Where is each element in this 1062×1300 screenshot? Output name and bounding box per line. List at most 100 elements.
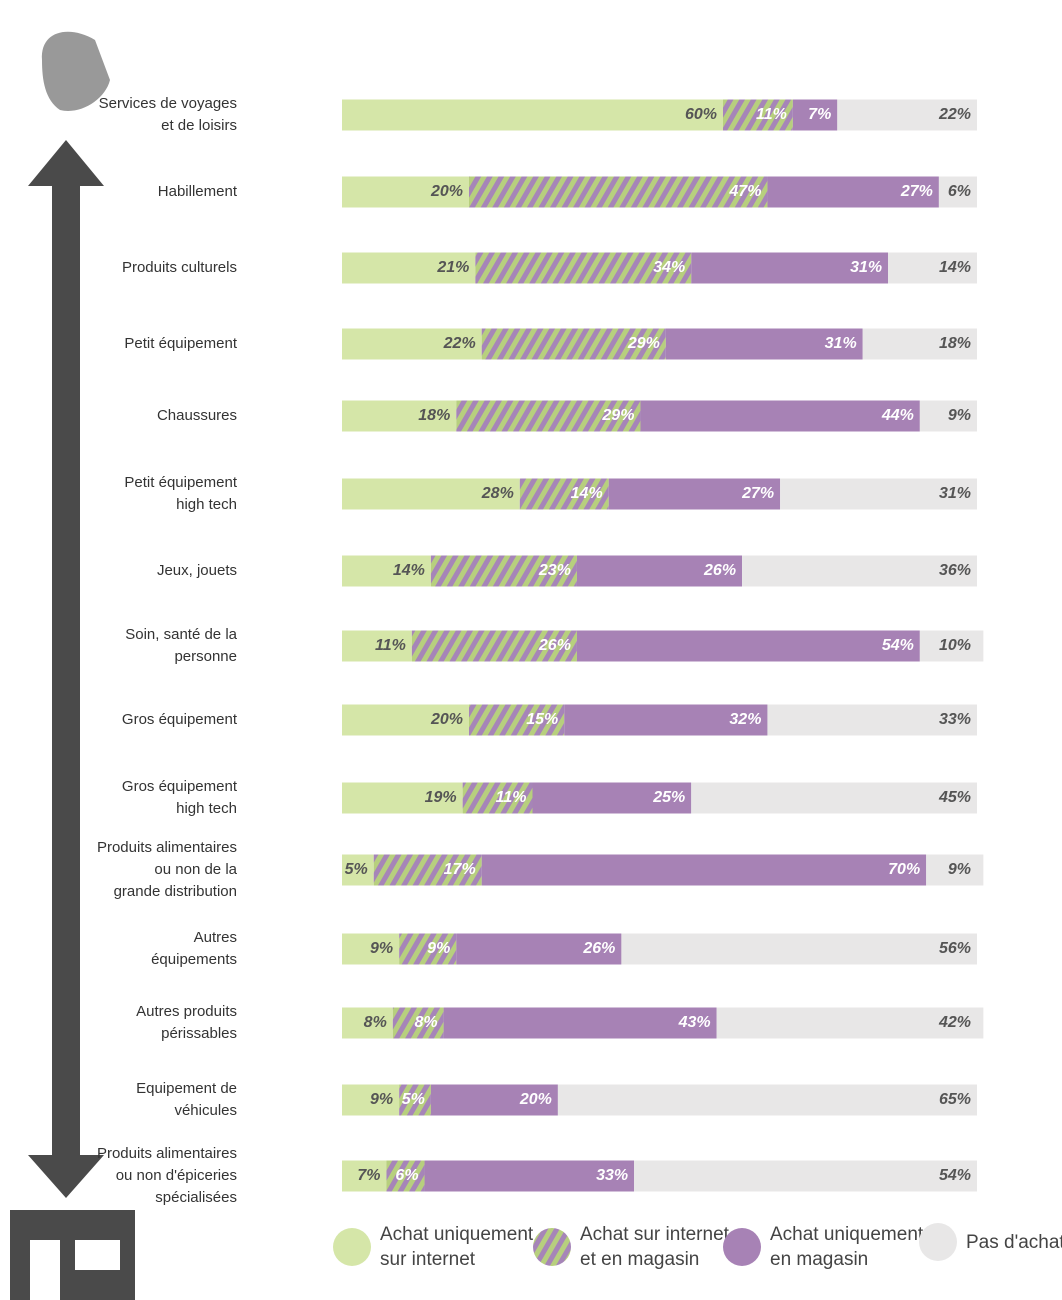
category-label: Gros équipement bbox=[122, 778, 238, 795]
legend-label: Pas d'achat bbox=[966, 1231, 1062, 1253]
bar-segment bbox=[342, 478, 520, 510]
legend-swatch bbox=[333, 1228, 371, 1266]
value-label: 14% bbox=[393, 562, 425, 579]
bar-segment bbox=[373, 854, 482, 886]
bar-segment bbox=[342, 252, 476, 284]
value-label: 15% bbox=[526, 711, 558, 728]
bar-segment bbox=[424, 1160, 635, 1192]
category-label: Produits alimentaires bbox=[97, 839, 237, 856]
value-label: 54% bbox=[939, 1167, 971, 1184]
bar-segment bbox=[342, 328, 482, 360]
value-label: 29% bbox=[601, 407, 634, 424]
value-label: 65% bbox=[939, 1091, 971, 1108]
legend-marker bbox=[533, 1228, 571, 1266]
bar-segment bbox=[532, 782, 692, 814]
value-label: 28% bbox=[481, 485, 514, 502]
bar-segment bbox=[342, 1007, 393, 1039]
category-label: Soin, santé de la bbox=[125, 626, 237, 643]
value-label: 20% bbox=[430, 183, 463, 200]
value-label: 7% bbox=[357, 1167, 380, 1184]
bar-segment bbox=[342, 630, 412, 662]
bar-segment bbox=[742, 555, 977, 587]
value-label: 6% bbox=[395, 1167, 418, 1184]
bar-segment bbox=[342, 704, 469, 736]
bar-segment bbox=[342, 99, 723, 131]
bar-segment bbox=[564, 704, 768, 736]
value-label: 14% bbox=[571, 485, 603, 502]
bar-segment bbox=[767, 176, 939, 208]
bar-segment bbox=[926, 854, 984, 886]
bar-segment bbox=[557, 1084, 977, 1116]
value-label: 31% bbox=[850, 259, 882, 276]
bar-segment bbox=[481, 854, 927, 886]
category-label: Produits alimentaires bbox=[97, 1145, 237, 1162]
legend-label: Achat uniquement en magasin bbox=[770, 1224, 924, 1270]
category-label: high tech bbox=[176, 496, 237, 513]
bar-segment bbox=[342, 176, 469, 208]
value-label: 26% bbox=[703, 562, 736, 579]
value-label: 42% bbox=[938, 1014, 971, 1031]
value-label: 45% bbox=[938, 789, 971, 806]
bar-segment bbox=[399, 933, 457, 965]
value-label: 36% bbox=[939, 562, 971, 579]
category-label: Chaussures bbox=[157, 407, 237, 424]
category-label: Petit équipement bbox=[124, 335, 237, 352]
value-label: 5% bbox=[402, 1091, 425, 1108]
bar-segment bbox=[621, 933, 977, 965]
bar-segment bbox=[342, 782, 463, 814]
value-label: 29% bbox=[627, 335, 660, 352]
legend-marker bbox=[919, 1223, 957, 1261]
value-label: 9% bbox=[427, 940, 450, 957]
bar-segment bbox=[469, 704, 565, 736]
category-label: Gros équipement bbox=[122, 711, 238, 728]
value-label: 9% bbox=[370, 940, 393, 957]
category-label: ou non d'épiceries bbox=[116, 1167, 237, 1184]
bar-segment bbox=[342, 555, 431, 587]
value-label: 25% bbox=[652, 789, 685, 806]
value-label: 6% bbox=[948, 183, 971, 200]
legend: Achat uniquement sur internet Achat sur i… bbox=[332, 1222, 1062, 1282]
category-label: Jeux, jouets bbox=[157, 562, 237, 579]
value-label: 11% bbox=[375, 637, 406, 654]
bar-segment bbox=[862, 328, 977, 360]
value-label: 11% bbox=[756, 106, 787, 123]
legend-item: Achat sur internet et en magasin bbox=[532, 1222, 730, 1272]
value-label: 17% bbox=[444, 861, 476, 878]
value-label: 26% bbox=[582, 940, 615, 957]
value-label: 60% bbox=[685, 106, 717, 123]
legend-marker bbox=[333, 1228, 371, 1266]
bar-segment bbox=[481, 328, 666, 360]
bar-segment bbox=[399, 1084, 431, 1116]
bar-segment bbox=[888, 252, 977, 284]
category-label: et de loisirs bbox=[161, 117, 237, 134]
category-label: Equipement de bbox=[136, 1080, 237, 1097]
bar-segment bbox=[392, 1007, 444, 1039]
value-label: 9% bbox=[370, 1091, 393, 1108]
bar-segment bbox=[430, 1084, 558, 1116]
bar-segment bbox=[342, 933, 400, 965]
category-label: spécialisées bbox=[155, 1189, 237, 1206]
value-label: 26% bbox=[538, 637, 571, 654]
bar-segment bbox=[342, 1084, 400, 1116]
bar-segment bbox=[443, 1007, 717, 1039]
value-label: 56% bbox=[939, 940, 971, 957]
category-label: personne bbox=[174, 648, 237, 665]
category-label: Autres produits bbox=[136, 1003, 237, 1020]
bar-segment bbox=[780, 478, 977, 510]
value-label: 27% bbox=[900, 183, 933, 200]
legend-item: Achat uniquement en magasin bbox=[722, 1222, 930, 1272]
bar-segment bbox=[456, 933, 622, 965]
legend-marker bbox=[723, 1228, 761, 1266]
arrow bbox=[28, 140, 104, 1198]
bar-segment bbox=[640, 400, 920, 432]
bar-segment bbox=[608, 478, 781, 510]
value-label: 27% bbox=[741, 485, 774, 502]
category-label: équipements bbox=[151, 951, 237, 968]
bar-segment bbox=[430, 555, 577, 587]
bar-segment bbox=[919, 400, 977, 432]
category-label: Habillement bbox=[158, 183, 238, 200]
value-label: 47% bbox=[728, 183, 761, 200]
bar-segment bbox=[411, 630, 577, 662]
shop-door bbox=[30, 1240, 60, 1300]
bar-segment bbox=[723, 99, 793, 131]
